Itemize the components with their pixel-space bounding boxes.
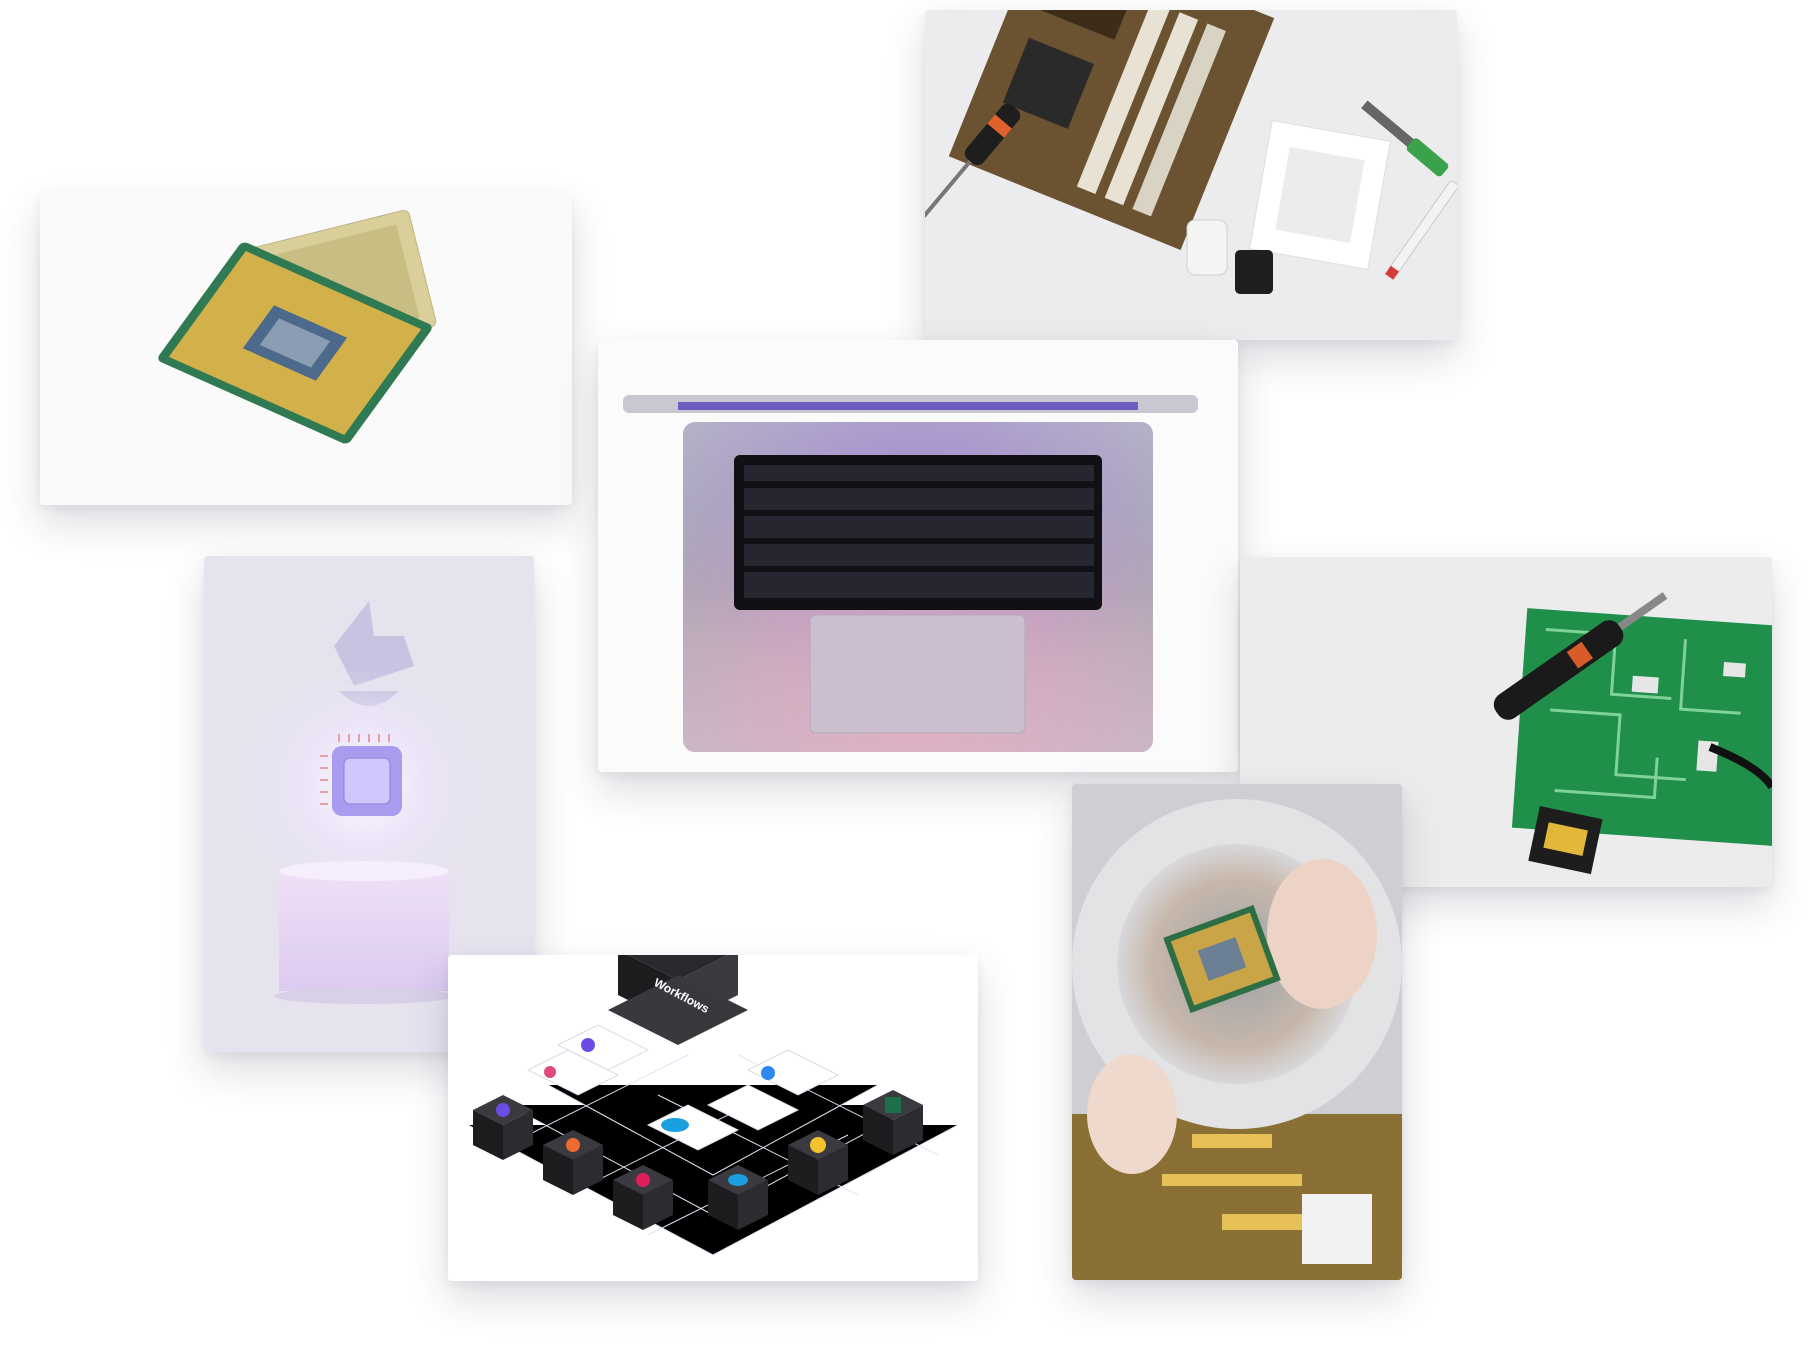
laptop-top-view-image — [598, 340, 1238, 772]
motherboard-tools-image — [925, 10, 1457, 340]
chip-illustration-image — [204, 556, 534, 1052]
photo-cpu-chips — [40, 193, 572, 505]
photo-workflows-diagram: Workflows — [448, 955, 978, 1281]
workflows-diagram-image: Workflows — [448, 955, 978, 1281]
cpu-chips-image — [40, 193, 572, 505]
pcb-soldering-image — [1240, 557, 1772, 887]
photo-magnifier-cpu — [1072, 784, 1402, 1280]
magnifier-cpu-image — [1072, 784, 1402, 1280]
photo-motherboard-tools — [925, 10, 1457, 340]
photo-laptop-top-view — [598, 340, 1238, 772]
photo-pcb-soldering — [1240, 557, 1772, 887]
